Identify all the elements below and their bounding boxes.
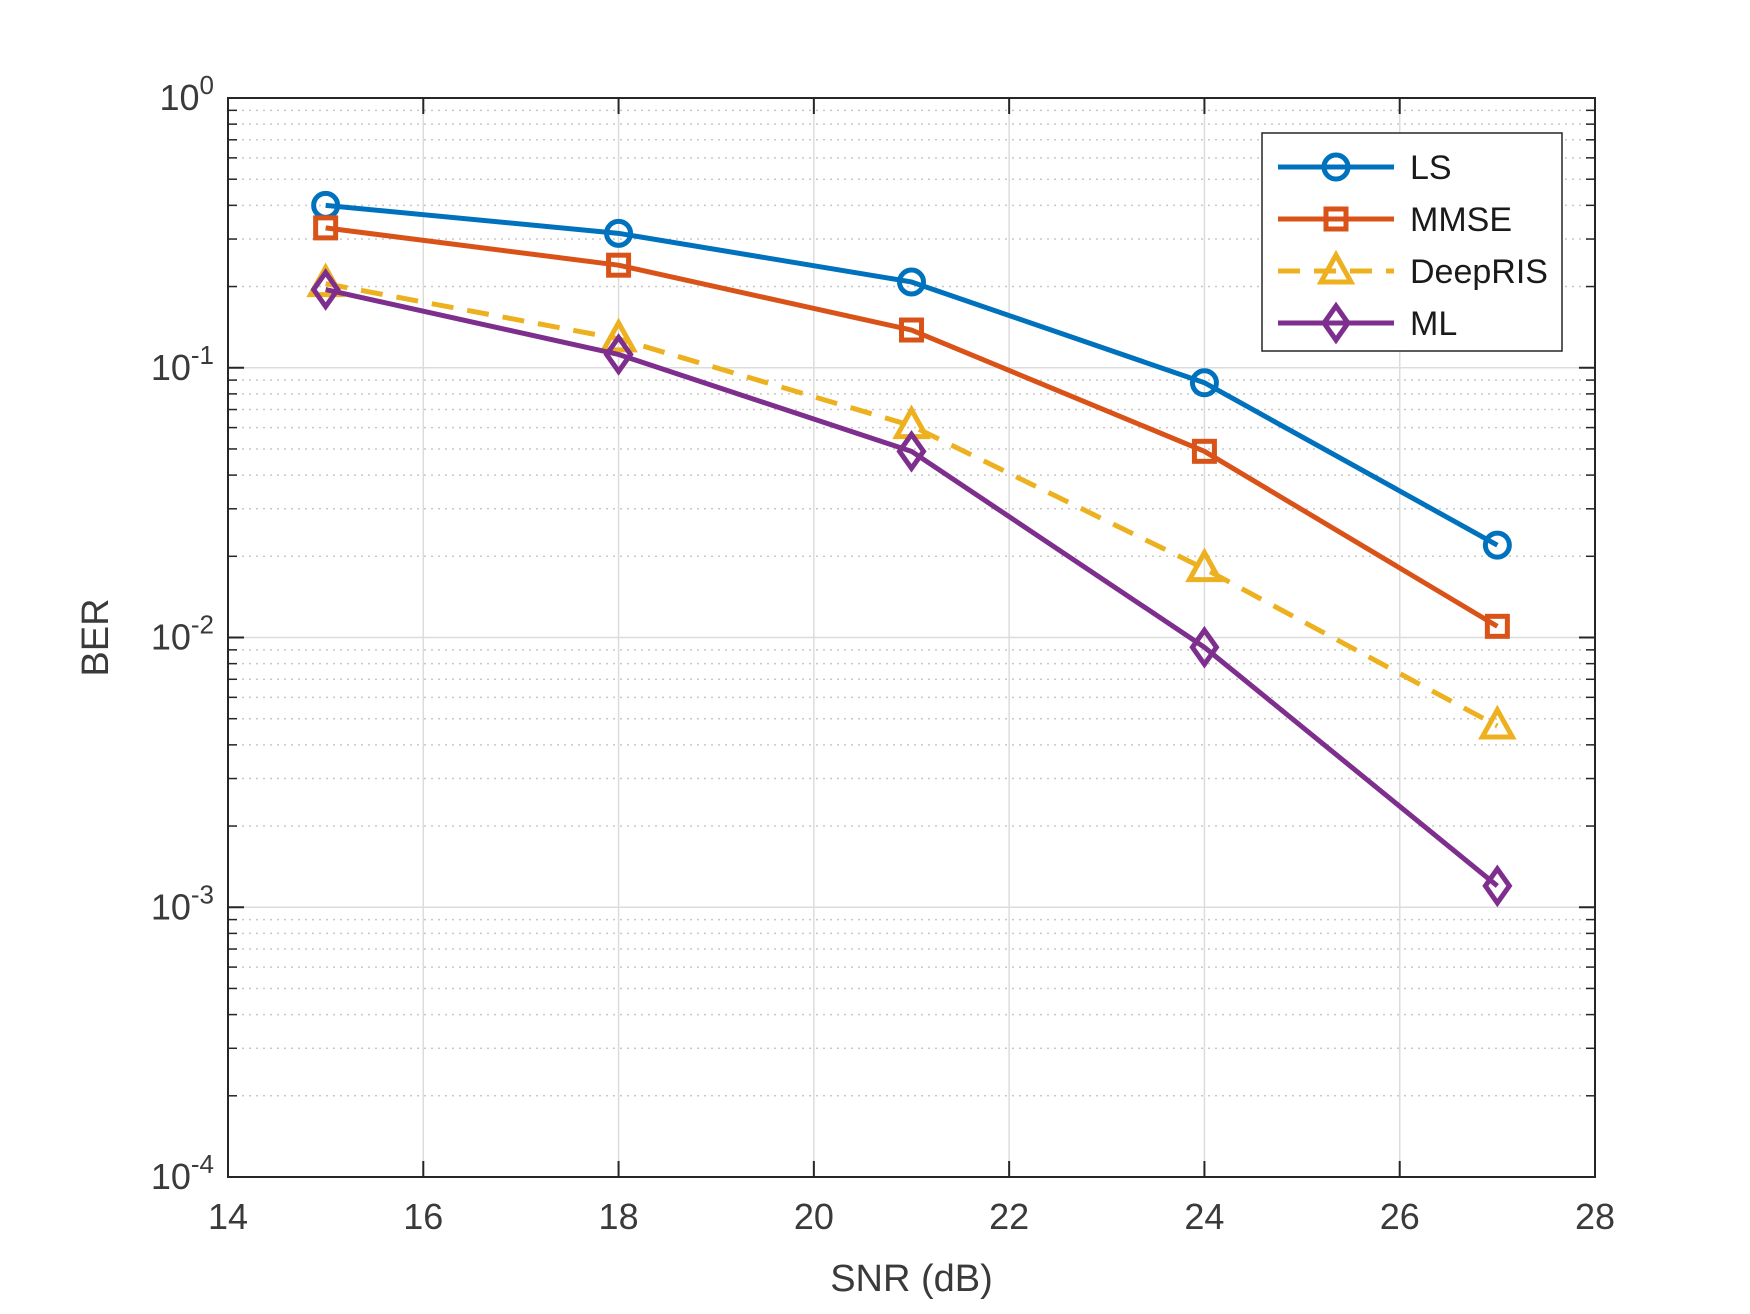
x-axis-title: SNR (dB) bbox=[830, 1258, 993, 1300]
x-tick-label: 14 bbox=[208, 1196, 248, 1237]
x-tick-label: 20 bbox=[794, 1196, 834, 1237]
legend-label-ls: LS bbox=[1410, 149, 1452, 187]
x-tick-label: 16 bbox=[403, 1196, 443, 1237]
x-tick-label: 18 bbox=[599, 1196, 639, 1237]
ber-vs-snr-chart: 10-410-310-210-110014 16 18 20 22 24 26 28 SNR … bbox=[0, 0, 1750, 1314]
legend-label-ml: ML bbox=[1410, 305, 1457, 343]
legend-label-mmse: MMSE bbox=[1410, 201, 1512, 239]
x-tick-label: 24 bbox=[1184, 1196, 1224, 1237]
x-tick-label: 22 bbox=[989, 1196, 1029, 1237]
legend-label-deepris: DeepRIS bbox=[1410, 253, 1548, 291]
x-tick-label: 28 bbox=[1575, 1196, 1615, 1237]
legend: LS MMSE DeepRIS ML bbox=[1262, 133, 1562, 351]
y-axis-title: BER bbox=[75, 598, 117, 676]
x-tick-label: 26 bbox=[1380, 1196, 1420, 1237]
